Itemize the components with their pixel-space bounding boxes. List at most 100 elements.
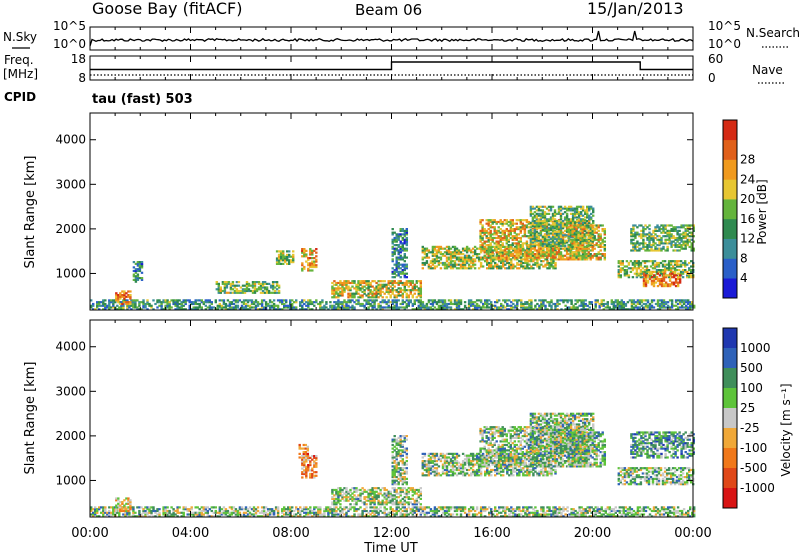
heatmap-cell [136, 269, 140, 273]
heatmap-cell [118, 515, 121, 518]
heatmap-cell [399, 247, 402, 250]
heatmap-cell [662, 272, 666, 275]
heatmap-cell [220, 513, 224, 516]
heatmap-cell [218, 513, 222, 516]
heatmap-cell [445, 258, 449, 261]
heatmap-cell [254, 513, 258, 516]
heatmap-cell [387, 299, 390, 302]
heatmap-cell [228, 301, 232, 304]
heatmap-cell [206, 301, 210, 304]
heatmap-cell [531, 232, 535, 235]
heatmap-cell [339, 302, 342, 306]
heatmap-cell [234, 301, 238, 304]
heatmap-cell [248, 299, 252, 302]
heatmap-cell [126, 308, 129, 311]
heatmap-cell [603, 256, 607, 259]
heatmap-cell [449, 261, 453, 265]
heatmap-cell [421, 302, 425, 306]
heatmap-cell [561, 256, 565, 259]
heatmap-cell [301, 304, 304, 307]
heatmap-cell [587, 231, 590, 234]
heatmap-cell [268, 513, 272, 516]
heatmap-cell [291, 299, 294, 302]
heatmap-cell [522, 306, 525, 309]
heatmap-cell [321, 306, 324, 309]
heatmap-cell [590, 301, 593, 304]
heatmap-cell [268, 304, 272, 307]
heatmap-cell [457, 302, 461, 306]
heatmap-cell [246, 515, 250, 518]
heatmap-cell [630, 308, 634, 311]
heatmap-cell [299, 506, 302, 509]
heatmap-cell [549, 256, 553, 259]
heatmap-cell [229, 291, 233, 294]
heatmap-cell [425, 247, 429, 250]
heatmap-cell [463, 306, 467, 309]
heatmap-cell [505, 220, 509, 224]
heatmap-cell [528, 267, 531, 270]
heatmap-cell [174, 299, 177, 302]
heatmap-cell [220, 508, 224, 511]
heatmap-cell [451, 302, 455, 306]
heatmap-cell [653, 267, 657, 270]
heatmap-cell [630, 238, 633, 241]
heatmap-cell [521, 249, 525, 252]
heatmap-cell [531, 241, 535, 244]
heatmap-cell [519, 238, 523, 241]
heatmap-cell [648, 277, 652, 281]
heatmap-cell [224, 509, 228, 513]
heatmap-cell [581, 231, 584, 234]
heatmap-cell [511, 236, 515, 240]
heatmap-cell [471, 308, 475, 311]
heatmap-cell [509, 222, 513, 225]
heatmap-cell [488, 263, 491, 266]
heatmap-cell [666, 245, 669, 248]
heatmap-cell [132, 275, 136, 278]
heatmap-cell [531, 221, 535, 224]
heatmap-cell [621, 269, 625, 272]
heatmap-cell [307, 262, 310, 265]
heatmap-cell [206, 299, 210, 302]
heatmap-cell [650, 299, 654, 302]
heatmap-cell [680, 236, 683, 240]
heatmap-cell [530, 267, 533, 270]
heatmap-cell [204, 511, 208, 514]
heatmap-cell [581, 218, 585, 221]
heatmap-cell [668, 299, 672, 302]
heatmap-cell [251, 284, 255, 287]
heatmap-cell [515, 236, 519, 240]
heatmap-cell [96, 508, 99, 511]
heatmap-cell [586, 214, 589, 217]
heatmap-cell [614, 304, 618, 307]
heatmap-cell [233, 289, 237, 293]
heatmap-cell [619, 263, 623, 266]
heatmap-cell [337, 296, 340, 299]
heatmap-cell [367, 302, 370, 306]
heatmap-cell [343, 308, 346, 311]
heatmap-cell [642, 228, 645, 231]
heatmap-cell [514, 245, 517, 248]
heatmap-cell [196, 302, 199, 306]
heatmap-cell [263, 281, 267, 284]
heatmap-cell [299, 301, 302, 304]
heatmap-cell [134, 515, 137, 518]
heatmap-cell [196, 306, 199, 309]
heatmap-cell [335, 287, 338, 290]
heatmap-cell [419, 304, 423, 307]
heatmap-cell [433, 306, 437, 309]
heatmap-cell [127, 290, 130, 293]
heatmap-cell [443, 267, 447, 270]
heatmap-cell [650, 233, 653, 236]
heatmap-cell [160, 306, 163, 309]
heatmap-cell [345, 301, 348, 304]
heatmap-cell [516, 247, 519, 250]
heatmap-cell [688, 224, 691, 227]
heatmap-cell [592, 220, 595, 223]
heatmap-cell [654, 229, 657, 232]
colorbar-tick-label: 16 [740, 212, 755, 226]
heatmap-cell [140, 278, 144, 281]
heatmap-cell [600, 301, 603, 304]
heatmap-cell [473, 249, 477, 252]
heatmap-cell [498, 260, 501, 263]
heatmap-cell [455, 263, 459, 266]
